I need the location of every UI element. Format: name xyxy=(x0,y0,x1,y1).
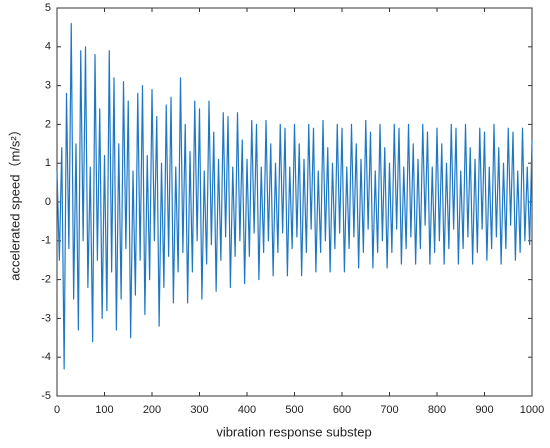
y-tick-label: -1 xyxy=(41,235,51,247)
x-tick-label: 300 xyxy=(190,404,208,416)
x-tick-label: 100 xyxy=(95,404,113,416)
x-axis-label: vibration response substep xyxy=(216,424,371,439)
y-tick-label: 4 xyxy=(45,41,51,53)
y-tick-label: 0 xyxy=(45,196,51,208)
x-tick-label: 600 xyxy=(333,404,351,416)
y-tick-label: -5 xyxy=(41,390,51,402)
y-tick-label: 2 xyxy=(45,118,51,130)
x-tick-label: 0 xyxy=(54,404,60,416)
y-tick-label: 5 xyxy=(45,2,51,14)
x-tick-label: 1000 xyxy=(520,404,544,416)
x-tick-label: 200 xyxy=(143,404,161,416)
y-tick-label: -3 xyxy=(41,312,51,324)
line-series xyxy=(56,22,533,370)
y-tick-label: -2 xyxy=(41,274,51,286)
y-tick-label: 3 xyxy=(45,80,51,92)
x-tick-label: 500 xyxy=(285,404,303,416)
x-tick-label: 900 xyxy=(475,404,493,416)
y-axis-label: accelerated speed（m/s²） xyxy=(7,123,22,281)
y-tick-label: -4 xyxy=(41,351,51,363)
y-tick-label: 1 xyxy=(45,157,51,169)
x-tick-label: 700 xyxy=(380,404,398,416)
plot-frame xyxy=(56,7,533,397)
x-tick-label: 800 xyxy=(428,404,446,416)
x-tick-label: 400 xyxy=(238,404,256,416)
